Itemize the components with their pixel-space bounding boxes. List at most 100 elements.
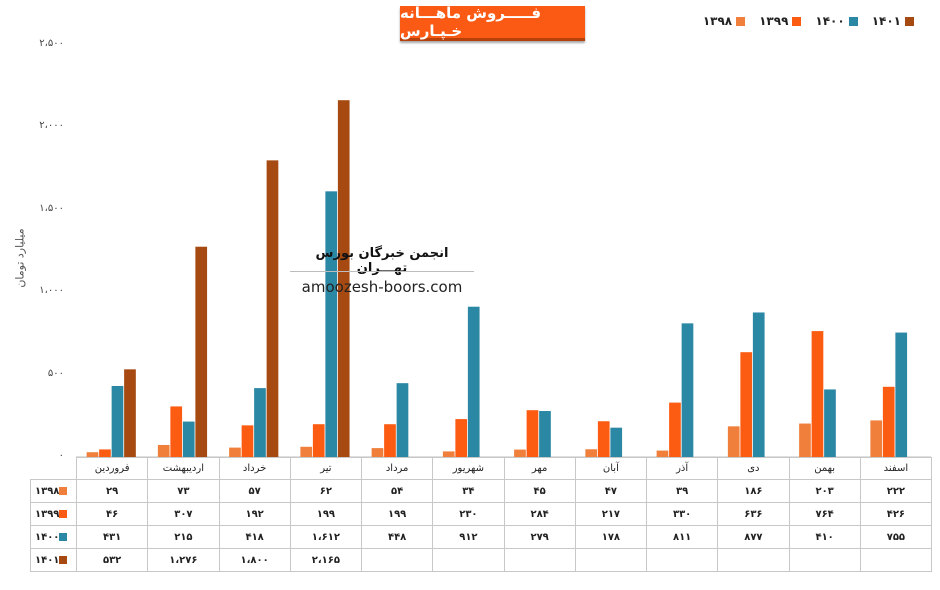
table-row-header: ۱۴۰۱: [30, 548, 77, 572]
row-series-label: ۱۳۹۹: [35, 508, 60, 520]
legend-label: ۱۳۹۸: [702, 14, 733, 28]
y-tick-label: ۱،۵۰۰: [39, 202, 64, 214]
data-label: ۴۳۱: [75, 525, 149, 549]
data-label: ۴۴۸: [360, 525, 434, 549]
table-row: ۷۵۵ ۴۱۰ ۸۷۷ ۸۱۱ ۱۷۸ ۲۷۹ ۹۱۲ ۴۴۸ ۱،۶۱۲ ۴۱۸ ۲۱۵ ۴۳۱ ۱۴…: [30, 525, 933, 549]
bar-1-cat-7: [514, 449, 526, 457]
bar-3-cat-3: [254, 388, 266, 457]
bar-1-cat-10: [727, 426, 740, 457]
table-row-header: ۱۴۰۰: [30, 525, 77, 549]
bar-3-cat-4: [325, 191, 338, 457]
data-label: [788, 548, 861, 572]
bar-3-cat-8: [610, 427, 623, 457]
bar-2-cat-7: [526, 410, 539, 457]
bar-4-cat-3: [266, 160, 279, 458]
table-header-row: اسفند بهمن دی آذر آبان مهر شهریور مرداد تیر خرداد…: [31, 457, 933, 480]
bar-2-cat-5: [384, 424, 396, 457]
legend-label: ۱۴۰۰: [815, 14, 845, 28]
data-label: ۲۲۲: [859, 479, 933, 503]
bar-3-cat-7: [539, 411, 551, 457]
legend-swatch: [848, 16, 858, 26]
legend-label: ۱۳۹۹: [759, 14, 789, 28]
legend-label: ۱۴۰۱: [871, 14, 901, 28]
bar-1-cat-2: [157, 444, 170, 457]
data-label: ۳۴: [432, 479, 505, 503]
row-series-label: ۱۳۹۸: [35, 485, 60, 497]
row-swatch: [59, 555, 68, 564]
data-label: ۱۹۹: [289, 502, 363, 526]
data-label: ۴۶: [75, 502, 149, 526]
data-label: ۵۳۲: [75, 548, 149, 572]
x-tick-label: فروردین: [75, 457, 149, 480]
data-label: ۲۸۴: [503, 502, 576, 526]
y-tick-label: ۰: [58, 450, 64, 461]
data-label: ۱۹۹: [360, 502, 434, 526]
data-label: ۴۷: [574, 479, 648, 503]
legend-item-1398: ۱۳۹۸: [702, 14, 746, 28]
table-row-header: ۱۳۹۸: [30, 479, 77, 503]
legend-item-1401: ۱۴۰۱: [872, 14, 914, 28]
bar-1-cat-11: [799, 423, 811, 457]
watermark-divider: [290, 271, 474, 272]
bar-2-cat-11: [811, 331, 824, 457]
bar-2-cat-6: [455, 419, 468, 457]
bar-1-cat-3: [229, 447, 241, 457]
data-label: ۲۰۳: [788, 479, 861, 503]
table-row: ۲،۱۶۵ ۱،۸۰۰ ۱،۲۷۶ ۵۳۲ ۱۴۰۱: [30, 548, 933, 572]
x-tick-label: شهریور: [432, 457, 505, 480]
bar-2-cat-10: [740, 352, 753, 457]
bar-1-cat-12: [870, 420, 883, 457]
legend-item-1400: ۱۴۰۰: [815, 14, 858, 28]
bar-4-cat-2: [195, 246, 208, 457]
data-label: ۷۳: [147, 479, 220, 503]
data-table: اسفند بهمن دی آذر آبان مهر شهریور مرداد تیر خرداد…: [30, 457, 933, 572]
row-swatch: [59, 532, 68, 541]
data-label: ۱،۸۰۰: [218, 548, 291, 572]
data-label: [574, 548, 648, 572]
table-row-header: ۱۳۹۹: [30, 502, 77, 526]
data-label: ۴۵: [503, 479, 576, 503]
bar-2-cat-3: [241, 425, 254, 457]
bar-2-cat-1: [99, 449, 111, 457]
y-tick-label: ۱،۰۰۰: [39, 285, 64, 297]
bar-1-cat-8: [585, 449, 598, 457]
data-label: ۲۳۰: [432, 502, 505, 526]
data-label: ۲۹: [75, 479, 149, 503]
data-label: ۸۷۷: [717, 525, 790, 549]
legend-swatch: [736, 16, 746, 26]
bar-3-cat-2: [182, 421, 195, 457]
data-label: ۵۷: [218, 479, 291, 503]
data-label: ۶۲: [289, 479, 363, 503]
row-swatch: [59, 509, 68, 518]
bar-4-cat-1: [124, 369, 136, 457]
row-series-label: ۱۴۰۰: [35, 531, 60, 543]
data-label: [360, 548, 434, 572]
data-label: ۱۸۶: [717, 479, 790, 503]
bar-2-cat-2: [170, 406, 183, 457]
x-tick-label: بهمن: [788, 457, 861, 480]
data-label: ۱،۲۷۶: [147, 548, 220, 572]
bar-1-cat-5: [371, 448, 384, 457]
watermark-url: amoozesh-boors.com: [301, 278, 463, 296]
bar-2-cat-12: [882, 386, 895, 457]
data-label: ۱۷۸: [574, 525, 648, 549]
bar-3-cat-6: [467, 306, 480, 457]
y-axis-label: میلیارد تومان: [13, 228, 27, 288]
legend-swatch: [905, 16, 914, 26]
data-label: ۱،۶۱۲: [289, 525, 363, 549]
watermark-title: انجمن خبرگان بورس تهـــران: [315, 246, 449, 276]
bar-2-cat-4: [312, 424, 325, 457]
x-tick-label: خرداد: [218, 457, 291, 480]
bar-1-cat-4: [300, 446, 313, 457]
x-tick-label: اسفند: [859, 457, 933, 480]
legend-swatch: [792, 16, 802, 26]
data-label: ۲۷۹: [503, 525, 576, 549]
data-label: [503, 548, 576, 572]
bar-3-cat-10: [752, 312, 765, 457]
data-label: ۳۹: [645, 479, 719, 503]
data-label: [717, 548, 790, 572]
data-label: ۷۵۵: [859, 525, 933, 549]
bar-3-cat-11: [824, 389, 836, 457]
data-label: ۹۱۲: [432, 525, 505, 549]
data-label: ۸۱۱: [645, 525, 719, 549]
